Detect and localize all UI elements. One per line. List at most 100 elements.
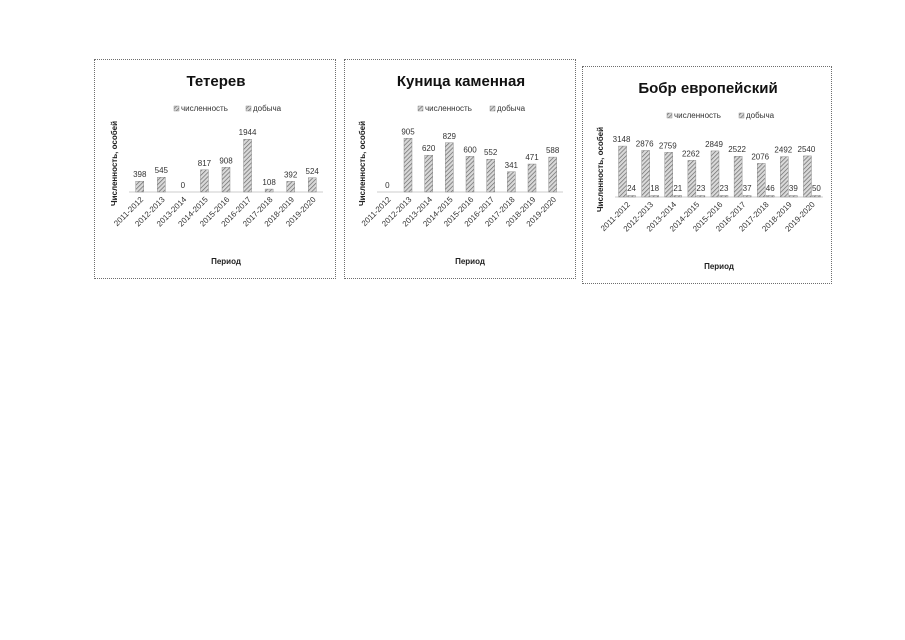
value-label: 2076 [751, 152, 769, 161]
x-axis-label: Период [704, 262, 734, 271]
bar-chislennost-2013-2014 [424, 154, 433, 193]
legend-label: добыча [746, 111, 775, 120]
legend-swatch [666, 112, 673, 119]
value-label: 2492 [774, 146, 792, 155]
bar-chislennost-2017-2018 [757, 163, 766, 198]
value-label: 341 [505, 161, 519, 170]
value-label: 600 [463, 145, 477, 154]
legend-label: численность [181, 104, 228, 113]
legend-swatch [738, 112, 745, 119]
chart-title: Куница каменная [397, 73, 525, 90]
value-label: 620 [422, 144, 436, 153]
bar-chislennost-2012-2013 [403, 138, 413, 193]
value-label: 545 [155, 166, 169, 175]
bar-chislennost-2015-2016 [221, 167, 231, 193]
bar-chislennost-2012-2013 [641, 150, 650, 198]
bar-dobycha-2016-2017 [742, 195, 752, 198]
value-label: 1944 [239, 128, 257, 137]
value-label: 2522 [728, 145, 746, 154]
value-label: 0 [181, 181, 186, 190]
chart-legend: численность добыча [173, 104, 282, 113]
value-label: 588 [546, 146, 560, 155]
legend-label: численность [425, 104, 472, 113]
bar-chislennost-2018-2019 [527, 163, 537, 193]
x-axis-label: Период [455, 257, 485, 266]
legend-swatch [489, 105, 496, 112]
bar-dobycha-2014-2015 [696, 195, 706, 198]
bar-chislennost-2015-2016 [710, 150, 720, 198]
bar-chislennost-2019-2020 [548, 156, 557, 193]
chart-legend: численность добыча [666, 111, 775, 120]
y-axis-label: Численность, особей [596, 127, 605, 212]
chart-title: Бобр европейский [638, 80, 777, 97]
value-label: 18 [650, 184, 659, 193]
value-label: 392 [284, 170, 298, 179]
value-label: 524 [306, 167, 320, 176]
bar-chislennost-2017-2018 [264, 188, 274, 193]
bar-dobycha-2017-2018 [766, 195, 775, 198]
bar-chislennost-2019-2020 [308, 177, 317, 193]
legend-label: добыча [253, 104, 282, 113]
bar-chislennost-2015-2016 [465, 156, 475, 193]
value-label: 46 [766, 184, 775, 193]
value-label: 50 [812, 184, 821, 193]
chart-panel-teterev: Тетерев численность добыча Численность, осо… [94, 59, 336, 279]
chart-legend: численность добыча [417, 104, 526, 113]
bar-dobycha-2012-2013 [650, 195, 659, 198]
bar-chislennost-2014-2015 [445, 142, 454, 193]
bar-dobycha-2015-2016 [719, 195, 729, 198]
value-label: 2262 [682, 149, 700, 158]
bar-dobycha-2011-2012 [627, 195, 636, 198]
bar-chislennost-2018-2019 [286, 181, 295, 193]
bar-chislennost-2013-2014 [664, 152, 673, 198]
value-label: 39 [789, 184, 798, 193]
bar-chislennost-2014-2015 [687, 160, 697, 198]
value-label: 2759 [659, 141, 677, 150]
legend-swatch [173, 105, 180, 112]
chart-title: Тетерев [187, 73, 246, 90]
value-label: 2849 [705, 140, 723, 149]
value-label: 23 [696, 184, 705, 193]
bar-chislennost-2016-2017 [486, 159, 495, 193]
value-label: 2540 [798, 145, 816, 154]
value-label: 37 [743, 184, 752, 193]
value-label: 471 [525, 153, 539, 162]
value-label: 817 [198, 159, 212, 168]
legend-label: добыча [497, 104, 526, 113]
legend-swatch [417, 105, 424, 112]
value-label: 108 [262, 178, 276, 187]
x-axis-label: Период [211, 257, 241, 266]
value-label: 829 [443, 132, 457, 141]
bar-dobycha-2013-2014 [673, 195, 682, 198]
bar-chislennost-2019-2020 [803, 155, 812, 198]
value-label: 398 [133, 170, 147, 179]
chart-bobr: Бобр европейский численность добыча Численн… [596, 80, 823, 271]
value-label: 552 [484, 148, 498, 157]
bar-chislennost-2016-2017 [243, 139, 252, 193]
value-label: 24 [627, 184, 636, 193]
y-axis-label: Численность, особей [358, 121, 367, 206]
chart-teterev: Тетерев численность добыча Численность, осо… [110, 73, 323, 266]
bar-chislennost-2018-2019 [780, 156, 789, 198]
value-label: 23 [720, 184, 729, 193]
legend-label: численность [674, 111, 721, 120]
bar-chislennost-2016-2017 [733, 156, 743, 198]
value-label: 21 [673, 184, 682, 193]
value-label: 3148 [613, 135, 631, 144]
bar-chislennost-2014-2015 [200, 169, 209, 193]
legend-swatch [245, 105, 252, 112]
bar-dobycha-2019-2020 [812, 195, 821, 198]
bar-chislennost-2017-2018 [507, 171, 516, 193]
bar-chislennost-2012-2013 [157, 177, 166, 193]
value-label: 905 [401, 127, 415, 136]
chart-panel-bobr: Бобр европейский численность добыча Численн… [582, 66, 832, 284]
value-label: 908 [219, 156, 233, 165]
chart-panel-kunitsa: Куница каменная численность добыча Численно… [344, 59, 576, 279]
bar-chislennost-2011-2012 [135, 180, 144, 193]
chart-kunitsa: Куница каменная численность добыча Численно… [358, 73, 563, 266]
value-label: 2876 [636, 139, 654, 148]
y-axis-label: Численность, особей [110, 121, 119, 206]
bar-dobycha-2018-2019 [789, 195, 798, 198]
bar-chislennost-2011-2012 [618, 145, 627, 198]
value-label: 0 [385, 181, 390, 190]
